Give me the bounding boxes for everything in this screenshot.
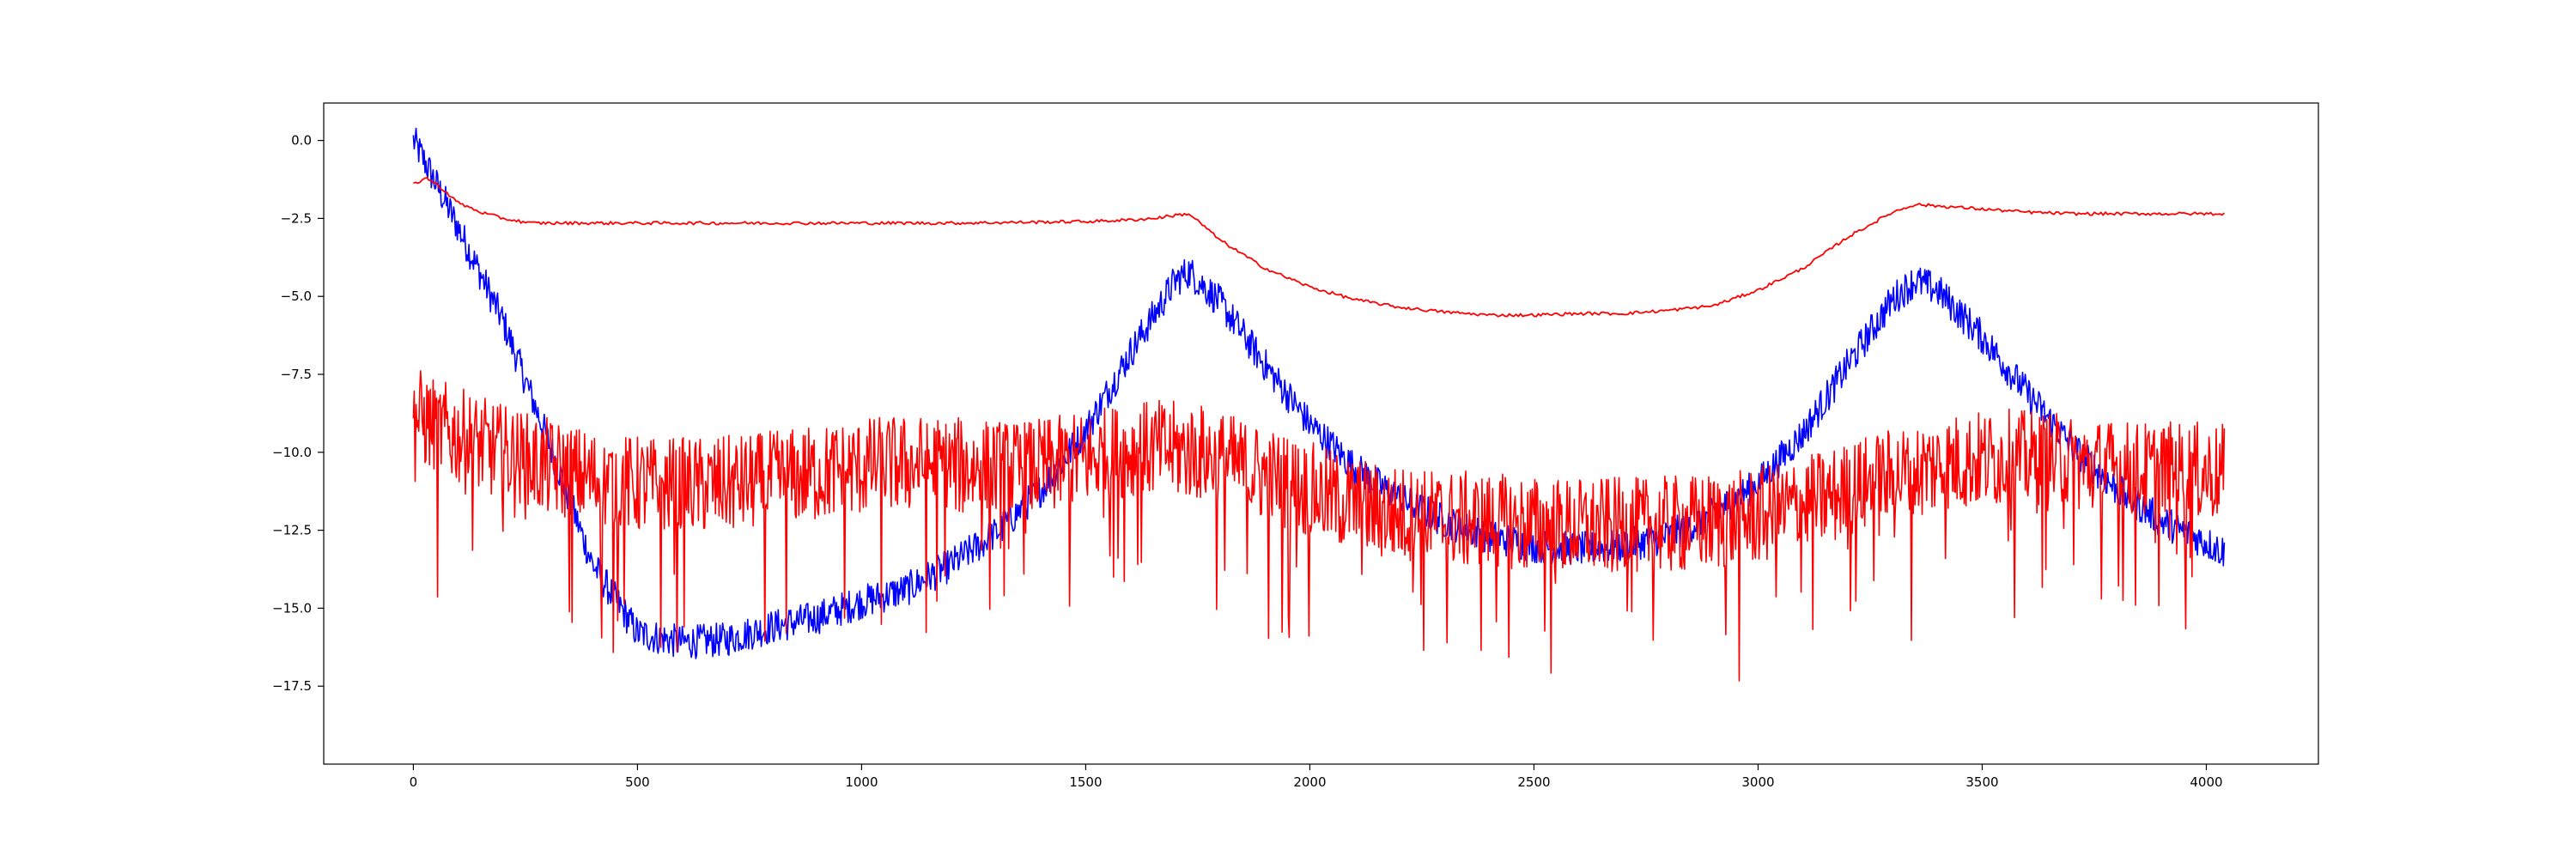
y-tick-label: −2.5 <box>281 210 312 226</box>
x-tick-label: 1500 <box>1069 774 1102 790</box>
x-tick-label: 0 <box>410 774 418 790</box>
x-tick-label: 2500 <box>1517 774 1550 790</box>
series-line-1 <box>412 370 2226 682</box>
series-line-0 <box>412 127 2226 659</box>
y-tick-label: −15.0 <box>272 600 312 616</box>
x-tick-label: 3500 <box>1965 774 1998 790</box>
series-line-2 <box>413 177 2226 318</box>
y-tick-label: −5.0 <box>281 288 312 304</box>
y-tick-label: 0.0 <box>291 133 312 149</box>
x-axis: 0 500 1000 1500 2000 2500 3000 3500 4000 <box>410 764 2223 790</box>
x-tick-label: 500 <box>625 774 650 790</box>
x-tick-label: 2000 <box>1293 774 1326 790</box>
y-tick-label: −7.5 <box>281 367 312 382</box>
x-tick-label: 3000 <box>1741 774 1774 790</box>
series-layer <box>412 127 2226 682</box>
x-tick-label: 4000 <box>2190 774 2222 790</box>
x-tick-label: 1000 <box>845 774 878 790</box>
y-axis: 0.0 −2.5 −5.0 −7.5 −10.0 −12.5 −15.0 −17.5 <box>272 133 324 694</box>
plot-frame <box>323 102 2319 765</box>
y-tick-label: −12.5 <box>272 523 312 538</box>
y-tick-label: −17.5 <box>272 678 312 694</box>
y-tick-label: −10.0 <box>272 445 312 460</box>
